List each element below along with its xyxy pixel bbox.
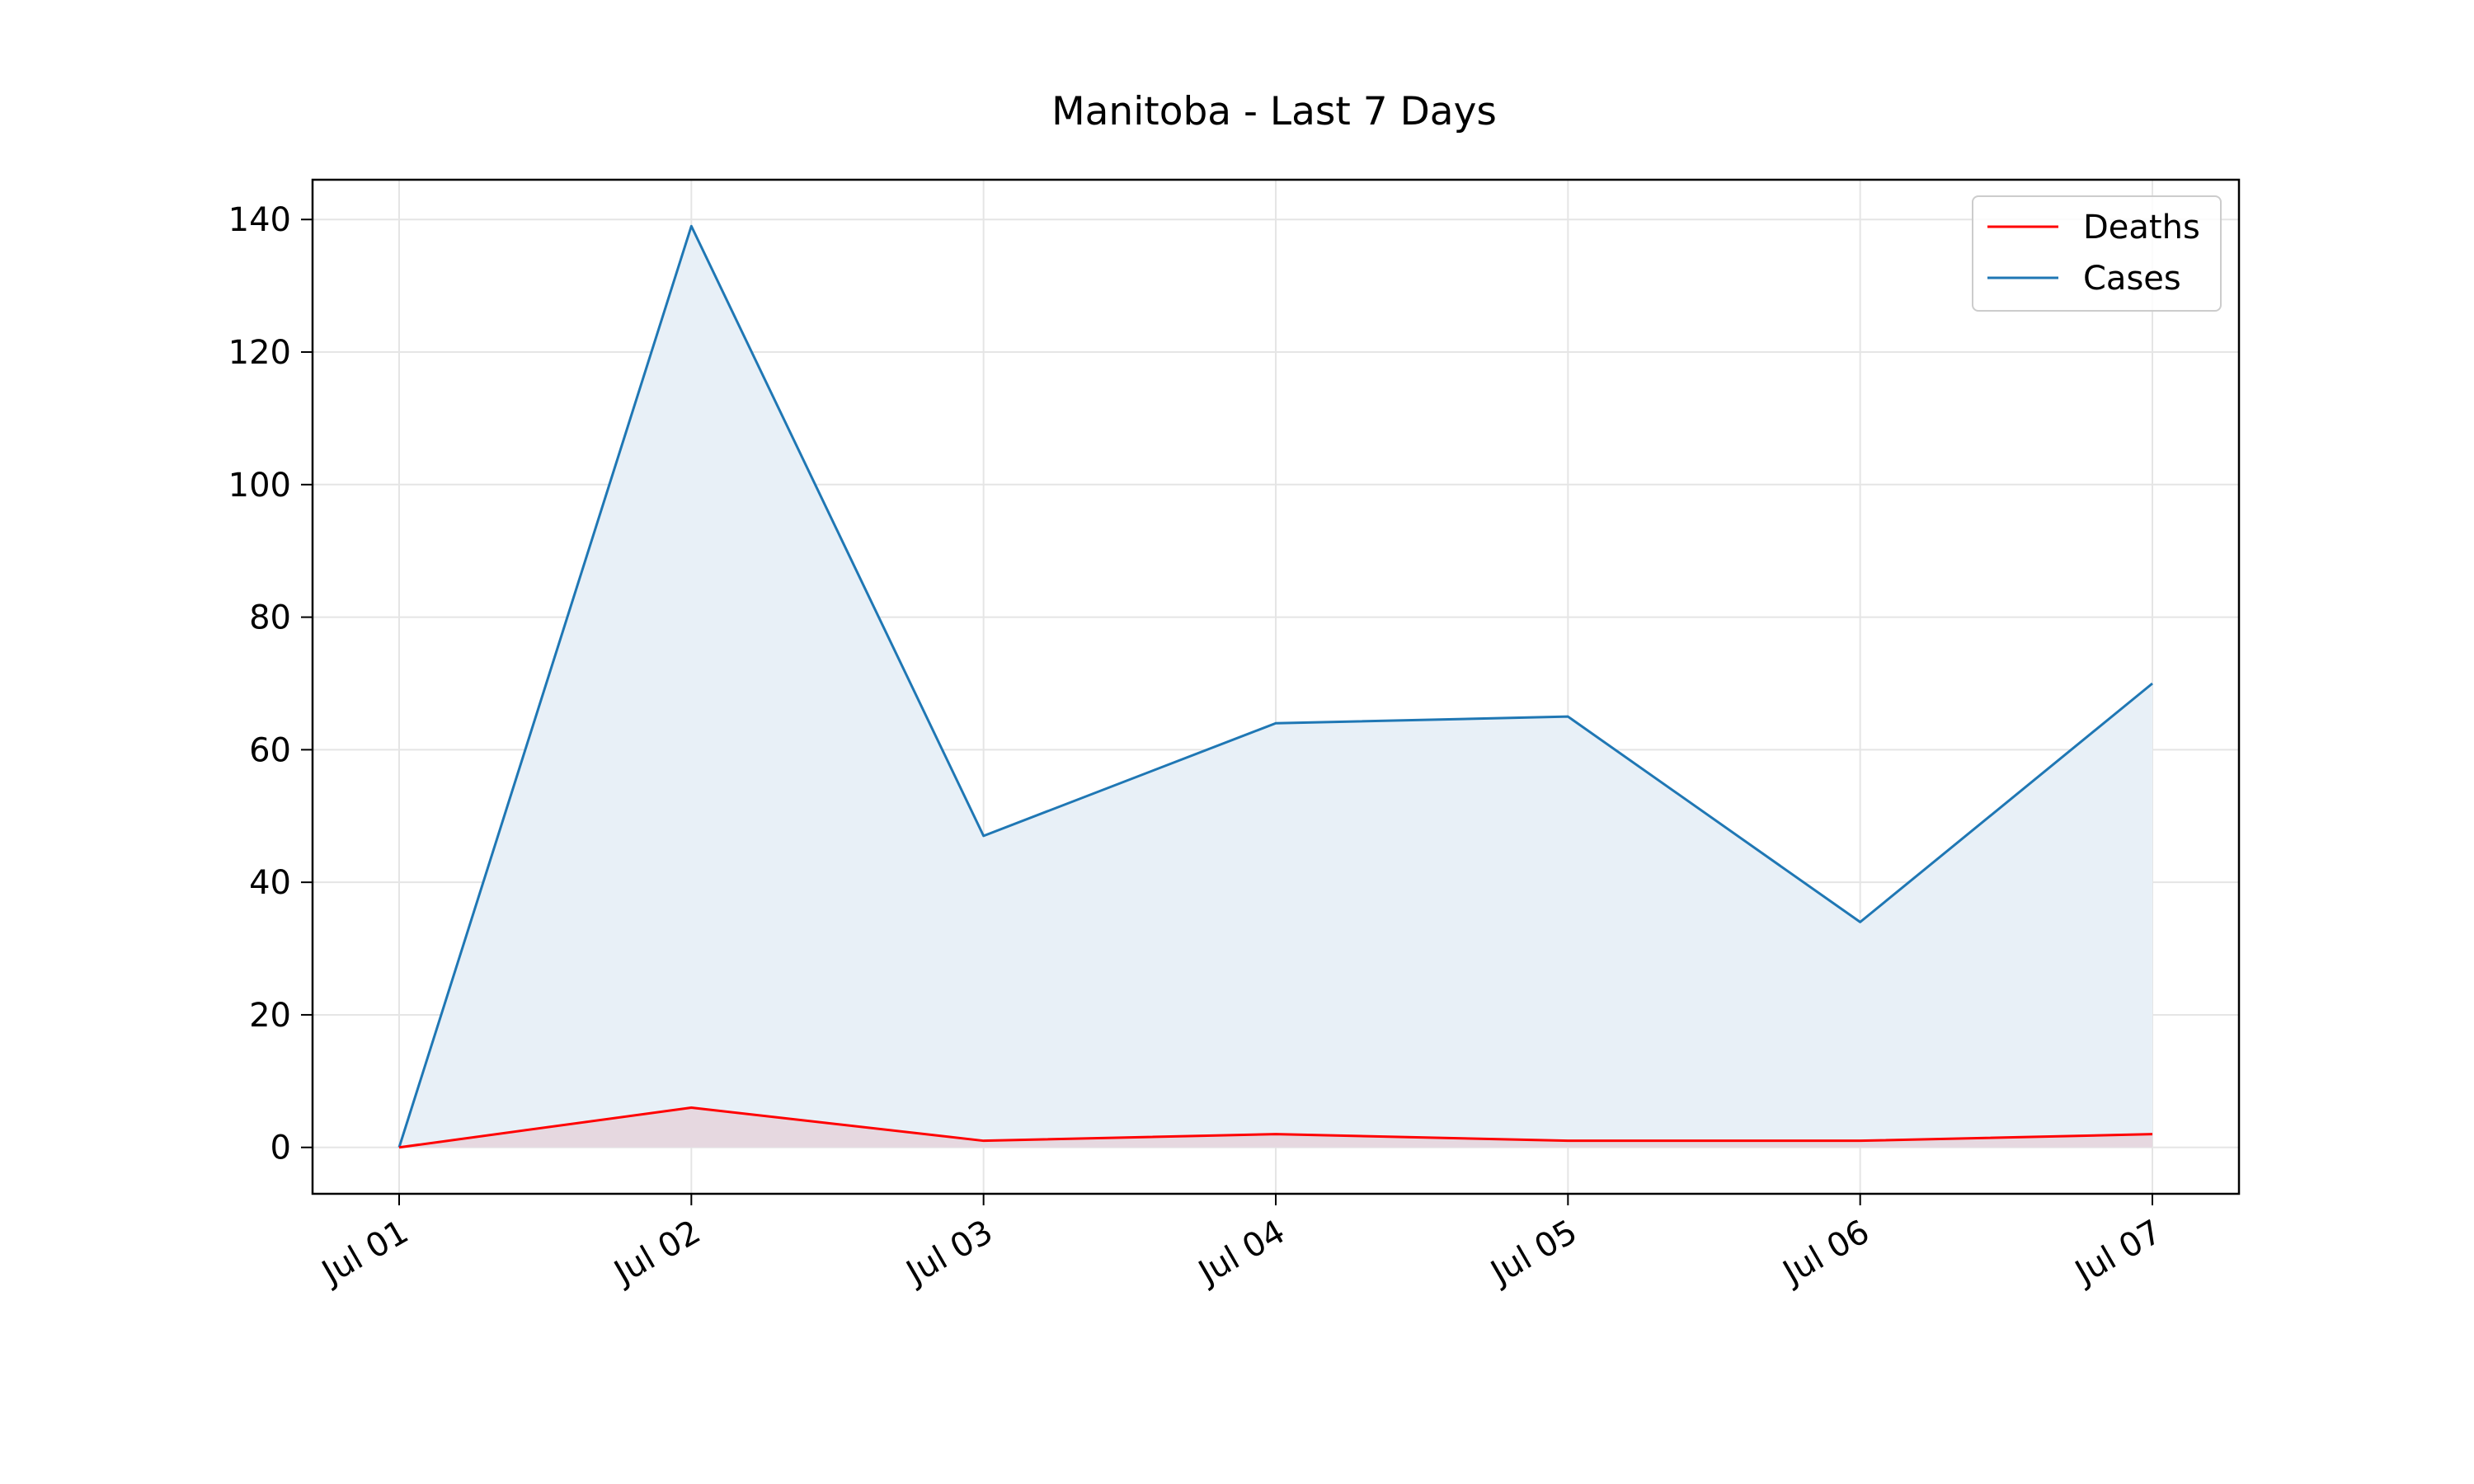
legend-label-cases: Cases bbox=[2083, 260, 2181, 298]
y-tick-label: 120 bbox=[228, 334, 291, 372]
y-tick-label: 80 bbox=[249, 599, 291, 637]
y-tick-label: 140 bbox=[228, 201, 291, 239]
line-deaths bbox=[398, 1106, 2153, 1149]
y-tick-label: 0 bbox=[270, 1129, 291, 1167]
legend-box bbox=[1972, 195, 2222, 312]
x-tick-label: Jul 07 bbox=[2067, 1213, 2168, 1293]
y-tick-label: 100 bbox=[228, 467, 291, 505]
legend: Deaths Cases bbox=[1972, 195, 2222, 312]
x-tick-label: Jul 03 bbox=[898, 1213, 999, 1293]
chart-title: Manitoba - Last 7 Days bbox=[1051, 89, 1497, 134]
legend-label-deaths: Deaths bbox=[2083, 209, 2200, 247]
y-tick-label: 20 bbox=[249, 997, 291, 1035]
y-tick-label: 40 bbox=[249, 864, 291, 902]
y-tick-label: 60 bbox=[249, 731, 291, 769]
x-tick-label: Jul 04 bbox=[1191, 1213, 1291, 1293]
x-tick-label: Jul 01 bbox=[314, 1213, 415, 1293]
area-cases bbox=[399, 226, 2152, 1148]
x-tick-label: Jul 05 bbox=[1483, 1213, 1583, 1293]
line-cases bbox=[397, 224, 2153, 1148]
x-tick-label: Jul 02 bbox=[606, 1213, 707, 1293]
x-tick-label: Jul 06 bbox=[1775, 1213, 1875, 1293]
area-deaths bbox=[399, 1107, 2152, 1148]
